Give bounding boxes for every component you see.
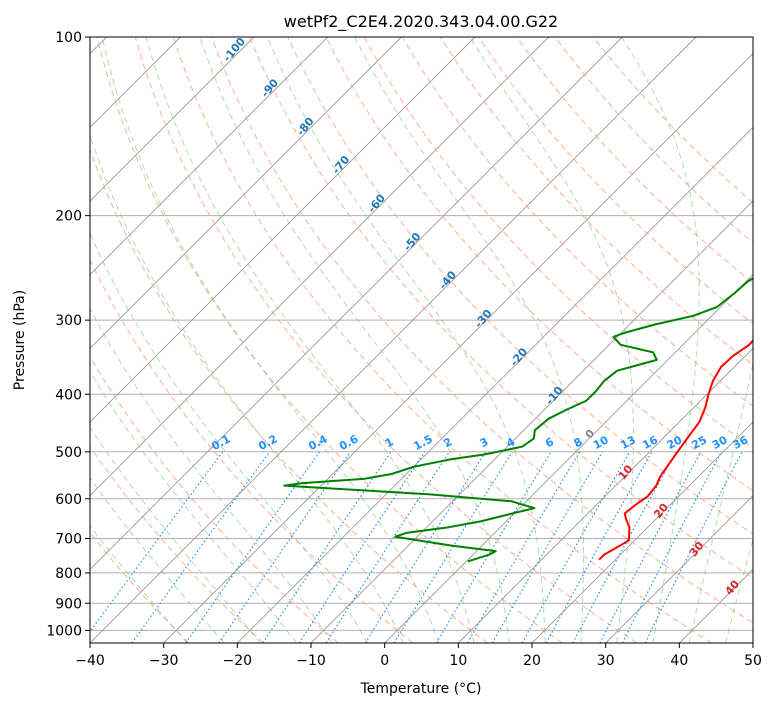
mixing-ratio-line <box>325 451 451 643</box>
moist-adiabat-line <box>354 37 584 643</box>
x-tick-label: 30 <box>597 653 615 669</box>
x-tick-label: 50 <box>744 653 762 669</box>
isotherm-line <box>237 126 753 643</box>
dry-adiabat-line <box>401 37 753 407</box>
y-tick-label: 800 <box>55 566 82 582</box>
plot-background <box>90 37 753 643</box>
y-tick-label: 100 <box>55 30 82 46</box>
moist-adiabat-line <box>621 37 700 643</box>
x-tick-label: 40 <box>670 653 688 669</box>
dry-adiabat-line <box>249 37 753 579</box>
mixing-ratio-line <box>572 451 677 643</box>
mixing-ratio-line <box>521 451 631 643</box>
plot-frame <box>89 36 754 644</box>
isotherm-line <box>90 37 328 276</box>
mixing-ratio-line <box>131 451 271 643</box>
y-tick-label: 1000 <box>46 623 82 639</box>
skewed-isotherms <box>90 37 753 643</box>
moist-adiabat-line <box>199 37 510 643</box>
mixing-ratio-line <box>466 451 581 643</box>
y-axis-ticks: 100 200 300 400 500 600 700 800 900 1000 <box>46 30 90 639</box>
moist-adiabat-line <box>145 37 475 643</box>
moist-adiabat-line <box>90 477 225 643</box>
dry-adiabat-line <box>592 37 753 204</box>
x-tick-label: 10 <box>449 653 467 669</box>
mixing-ratio-label: 36 <box>731 433 751 452</box>
sounding-series <box>283 277 753 563</box>
moist-adiabat-line <box>101 37 439 643</box>
mixing-ratio-label: 10 <box>591 433 611 452</box>
dry-adiabat-line <box>211 37 753 624</box>
isotherm-line <box>458 347 753 643</box>
x-axis-ticks: −40 −30 −20 −10 0 10 20 30 40 50 <box>75 643 762 669</box>
moist-adiabat-line <box>90 370 297 643</box>
mixing-ratio-line <box>364 451 487 643</box>
x-tick-label: −20 <box>223 653 253 669</box>
dry-adiabat-line <box>325 37 753 492</box>
chart-title: wetPf2_C2E4.2020.343.04.00.G22 <box>284 12 558 32</box>
mixing-ratio-label: 25 <box>689 433 709 452</box>
moist-adiabat-line <box>267 37 546 643</box>
dry-adiabat-line <box>516 37 753 284</box>
moist-adiabat-line <box>90 307 333 643</box>
x-tick-label: 0 <box>380 653 389 669</box>
dry-adiabat-line <box>172 37 712 643</box>
isotherm-line <box>752 642 753 643</box>
x-tick-label: −40 <box>75 653 105 669</box>
temperature-series-line <box>598 338 753 561</box>
mixing-ratio-label: 30 <box>710 433 730 452</box>
x-tick-label: −10 <box>296 653 326 669</box>
isotherm-line <box>90 37 255 202</box>
mixing-ratio-line <box>435 451 552 643</box>
mixing-ratio-label: 16 <box>640 433 660 452</box>
mixing-ratio-line <box>545 451 653 643</box>
mixing-ratio-line <box>491 451 604 643</box>
mixing-ratio-label: 13 <box>618 433 638 452</box>
moist-adiabat-line <box>90 426 261 643</box>
isotherm-line <box>384 274 753 643</box>
isotherm-line <box>90 37 549 497</box>
isotherm-line <box>90 37 402 349</box>
isotherm-line <box>605 495 753 643</box>
y-axis-label: Pressure (hPa) <box>12 290 28 390</box>
isotherm-line <box>163 53 753 643</box>
y-tick-label: 300 <box>55 313 82 329</box>
mixing-ratio-lines <box>90 451 743 643</box>
dry-adiabat-line <box>90 258 414 643</box>
moist-adiabat-line <box>469 37 634 643</box>
y-tick-label: 400 <box>55 387 82 403</box>
pressure-grid <box>90 37 753 631</box>
dry-adiabat-line <box>478 37 753 325</box>
x-axis-label: Temperature (°C) <box>360 681 482 697</box>
mixing-ratio-line <box>185 451 321 643</box>
moist-adiabat-line <box>90 524 188 643</box>
x-tick-label: −30 <box>149 653 179 669</box>
y-tick-label: 500 <box>55 445 82 461</box>
isotherm-line <box>90 37 623 570</box>
y-tick-label: 600 <box>55 492 82 508</box>
isotherm-line <box>90 37 476 423</box>
dry-adiabat-line <box>134 37 638 643</box>
dewpoint-series-line <box>283 277 753 563</box>
isotherm-line <box>90 37 697 643</box>
y-tick-label: 900 <box>55 596 82 612</box>
dry-adiabat-line <box>363 37 753 449</box>
mixing-ratio-line <box>393 451 513 643</box>
dry-adiabats <box>90 37 753 643</box>
x-tick-label: 20 <box>523 653 541 669</box>
y-tick-label: 700 <box>55 532 82 548</box>
dry-adiabat-line <box>90 445 264 643</box>
isotherm-line <box>531 421 753 643</box>
y-tick-label: 200 <box>55 209 82 225</box>
mixing-ratio-line <box>218 451 351 643</box>
